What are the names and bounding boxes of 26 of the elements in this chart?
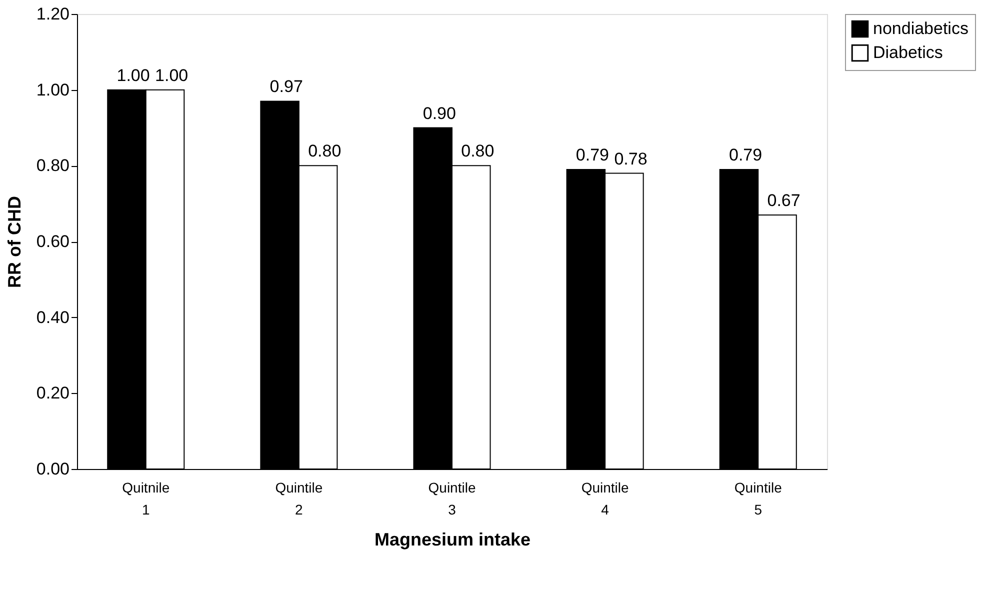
x-tick-label: Quitnile 1 — [122, 480, 170, 518]
x-tick-label: Quintile 4 — [581, 480, 630, 518]
x-tick-label: Quintile 3 — [428, 480, 476, 518]
x-tick-label: Quintile 5 — [734, 480, 782, 518]
y-tick-label: 0.60 — [36, 232, 70, 251]
y-tick-label: 0.80 — [36, 156, 70, 176]
x-axis-title: Magnesium intake — [374, 530, 531, 550]
y-tick-label: 0.00 — [36, 460, 70, 478]
data-label: 0.79 — [576, 145, 610, 164]
data-label: 0.80 — [308, 142, 342, 161]
data-label: 0.79 — [728, 145, 762, 164]
data-label: 0.80 — [461, 142, 494, 161]
legend-label: nondiabetics — [873, 19, 968, 38]
x-tick-label: Quintile 2 — [275, 480, 323, 518]
data-label: 1.00 — [155, 66, 188, 85]
data-label: 0.97 — [270, 77, 303, 96]
legend-label: Diabetics — [873, 43, 943, 62]
data-label: 0.67 — [767, 190, 800, 210]
data-label: 0.78 — [614, 149, 648, 168]
data-label: 0.90 — [422, 104, 456, 123]
y-tick-label: 0.40 — [36, 308, 70, 327]
data-label: 1.00 — [116, 66, 150, 85]
y-axis-title: RR of CHD — [4, 196, 24, 288]
y-tick-label: 0.20 — [36, 384, 70, 403]
y-tick-label: 1.00 — [36, 80, 70, 100]
y-tick-label: 1.20 — [36, 4, 70, 24]
